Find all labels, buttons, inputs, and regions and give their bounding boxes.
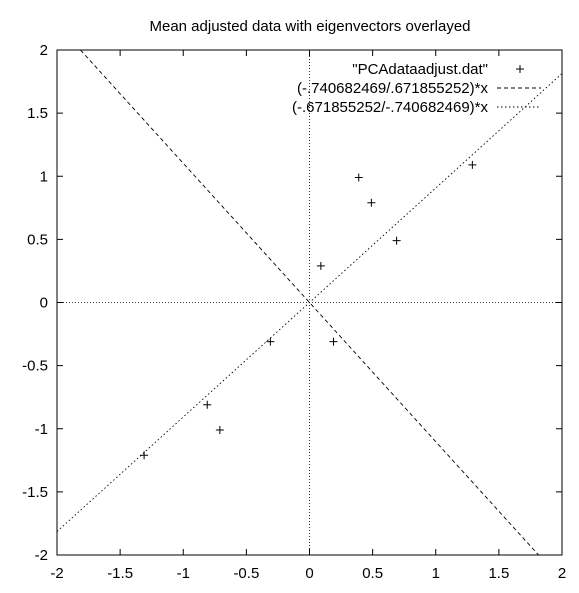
- data-point: [468, 160, 477, 169]
- x-tick-label: 2: [558, 565, 566, 582]
- y-tick-label: -1: [35, 421, 48, 438]
- x-axis-tick-labels: -2 -1.5 -1 -0.5 0 0.5 1 1.5 2: [50, 565, 566, 582]
- data-point: [215, 426, 224, 435]
- x-tick-label: -0.5: [233, 565, 259, 582]
- x-tick-label: 1.5: [488, 565, 509, 582]
- legend-marker-points: [516, 65, 524, 73]
- eigenvector-line: [57, 73, 562, 532]
- data-point: [140, 451, 149, 460]
- legend-label: (-.671855252/-.740682469)*x: [292, 99, 488, 116]
- y-tick-label: -2: [35, 547, 48, 564]
- data-points: [140, 160, 477, 460]
- legend: "PCAdataadjust.dat" (-.740682469/.6718552…: [292, 61, 541, 116]
- axis-ticks: [56, 49, 563, 556]
- chart-title: Mean adjusted data with eigenvectors ove…: [149, 18, 470, 35]
- data-point: [266, 337, 275, 346]
- x-tick-label: 0: [305, 565, 313, 582]
- x-tick-label: -1.5: [107, 565, 133, 582]
- data-point: [354, 173, 363, 182]
- legend-label: (-.740682469/.671855252)*x: [297, 80, 488, 97]
- data-point: [392, 236, 401, 245]
- y-tick-label: -0.5: [22, 358, 48, 375]
- y-tick-label: 0.5: [27, 231, 48, 248]
- data-point: [316, 261, 325, 270]
- x-tick-label: 0.5: [362, 565, 383, 582]
- y-tick-label: 1.5: [27, 105, 48, 122]
- eigenvector-line: [79, 50, 540, 555]
- data-point: [203, 400, 212, 409]
- y-tick-label: 2: [40, 42, 48, 59]
- data-point: [329, 337, 338, 346]
- data-point: [367, 198, 376, 207]
- x-tick-label: -2: [50, 565, 63, 582]
- x-tick-label: -1: [177, 565, 190, 582]
- legend-label: "PCAdataadjust.dat": [352, 61, 488, 78]
- y-tick-label: 1: [40, 168, 48, 185]
- y-tick-label: -1.5: [22, 484, 48, 501]
- x-tick-label: 1: [432, 565, 440, 582]
- y-tick-label: 0: [40, 295, 48, 312]
- y-axis-tick-labels: -2 -1.5 -1 -0.5 0 0.5 1 1.5 2: [22, 42, 48, 564]
- eigenvector-lines: [57, 50, 562, 555]
